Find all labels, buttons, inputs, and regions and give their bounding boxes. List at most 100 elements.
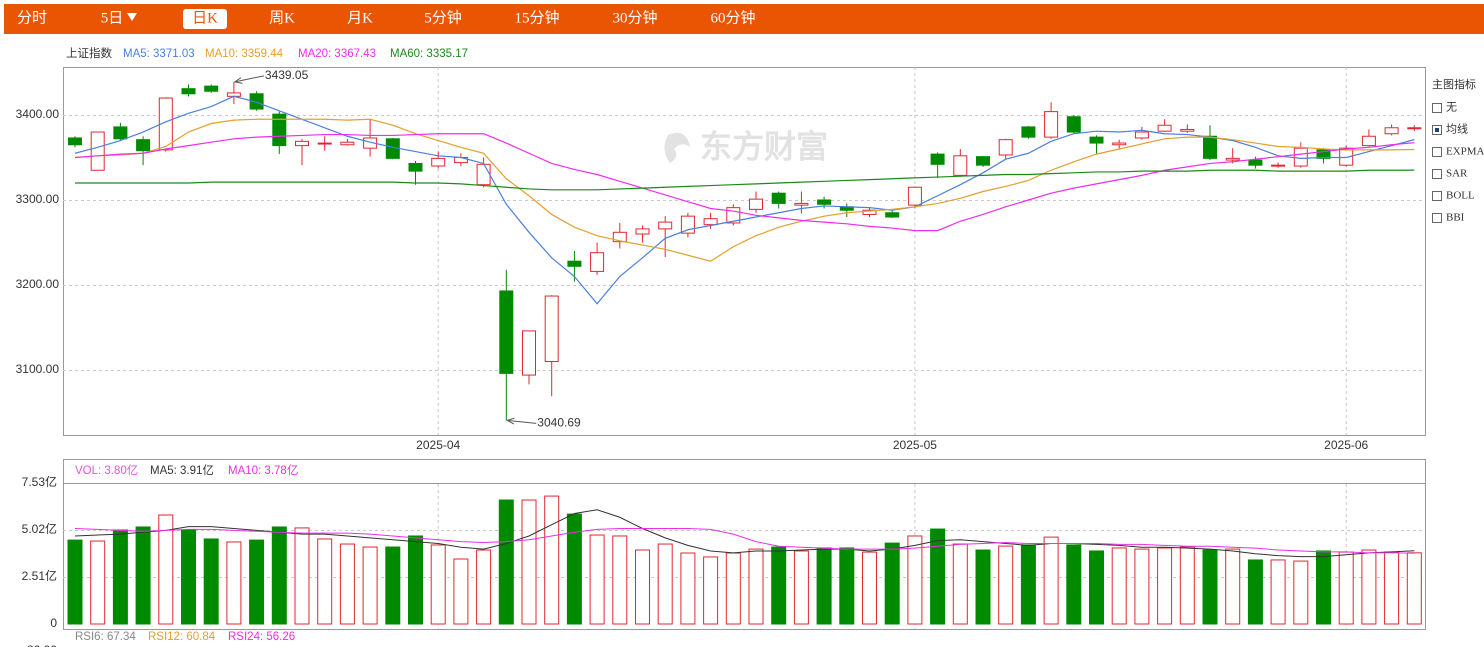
volume-bar <box>362 546 378 625</box>
candle-body <box>907 186 922 206</box>
checkbox[interactable] <box>1432 103 1442 113</box>
tab[interactable]: 30分钟 <box>612 9 657 26</box>
volume-bar <box>907 535 923 625</box>
annotation-arrow <box>507 420 537 423</box>
volume-bar <box>771 546 787 625</box>
ma-line <box>74 118 1415 262</box>
candle-body <box>1384 127 1399 135</box>
volume-bar <box>1157 547 1173 625</box>
legend-entry: RSI6: 67.34 <box>75 631 136 643</box>
annotation: 3040.69 <box>537 416 581 430</box>
candle-body <box>1293 147 1308 167</box>
active-tab-bg <box>183 9 227 29</box>
candle-body <box>272 113 287 147</box>
x-tick-label: 2025-04 <box>416 438 460 452</box>
volume-bar <box>1134 548 1150 625</box>
checkbox[interactable] <box>1432 169 1442 179</box>
option[interactable]: BBI <box>1446 212 1465 224</box>
y-tick-label: 3300.00 <box>16 192 60 206</box>
tab-bar <box>4 4 1484 34</box>
volume-bar <box>1338 551 1354 625</box>
volume-bar <box>1179 546 1195 625</box>
option[interactable]: 无 <box>1446 102 1457 114</box>
candle-body <box>499 290 514 374</box>
indicator-options: 无 均线 EXPMA SAR BOLL BBI <box>1432 102 1484 224</box>
legend-entry: RSI12: 60.84 <box>148 631 216 643</box>
checkbox[interactable] <box>1432 213 1442 223</box>
legend-entry: MA20: 3367.43 <box>298 48 376 60</box>
volume-bar <box>703 556 719 625</box>
checkbox[interactable] <box>1432 191 1442 201</box>
tab[interactable]: 5日 <box>101 10 124 26</box>
candle-body <box>976 156 990 166</box>
candle-body <box>1180 128 1195 132</box>
volume-bar <box>1384 551 1400 625</box>
candle-body <box>1225 157 1240 161</box>
volume-bar <box>1316 550 1331 625</box>
volume-bar <box>67 539 83 625</box>
candle-body <box>612 231 627 243</box>
x-tick-label: 2025-06 <box>1324 438 1368 452</box>
volume-bar <box>544 495 560 625</box>
candle-body <box>703 218 718 226</box>
candle-body <box>1407 127 1422 130</box>
candle-body <box>658 221 673 230</box>
annotation-arrow <box>235 75 265 82</box>
volume-bar <box>476 549 492 625</box>
candle-body <box>249 93 264 110</box>
volume-bar <box>793 550 809 625</box>
watermark: 东方财富 <box>664 128 828 164</box>
volume-bar <box>1020 544 1036 625</box>
option[interactable]: BOLL <box>1446 190 1475 202</box>
candle-body <box>953 155 968 176</box>
volume-bar <box>1270 559 1286 625</box>
y-tick-label: 0 <box>50 616 57 630</box>
option[interactable]: EXPMA <box>1446 146 1484 158</box>
candle-body <box>204 85 219 92</box>
candle-body <box>749 198 763 210</box>
candle-body <box>771 192 786 204</box>
candle-body <box>680 215 695 234</box>
tab[interactable]: 分时 <box>17 9 47 26</box>
volume-bar <box>430 544 446 625</box>
volume-bar <box>1225 548 1241 625</box>
volume-bar <box>975 549 991 625</box>
candle-body <box>930 153 945 165</box>
option[interactable]: 均线 <box>1446 122 1468 136</box>
volume-bar <box>271 526 287 625</box>
tab[interactable]: 周K <box>269 9 295 26</box>
tab[interactable]: 月K <box>347 10 373 26</box>
candle-body <box>431 157 446 167</box>
legend-entry: VOL: 3.80亿 <box>75 464 138 477</box>
volume-bar <box>657 543 673 625</box>
tab[interactable]: 60分钟 <box>710 9 755 26</box>
tab[interactable]: 5分钟 <box>424 9 462 26</box>
candle-body <box>1134 131 1149 139</box>
candle-body <box>317 142 332 145</box>
volume-bar <box>385 546 401 625</box>
candle-body <box>567 260 582 267</box>
candle-body <box>158 97 173 151</box>
checkbox[interactable] <box>1432 147 1442 157</box>
tab[interactable]: 15分钟 <box>514 9 559 26</box>
volume-bar <box>680 552 696 625</box>
legend-entry: 上证指数 <box>66 46 112 60</box>
candle-body <box>885 212 900 218</box>
volume-bar <box>839 547 855 625</box>
dropdown-icon[interactable] <box>127 13 137 21</box>
tab-active[interactable]: 日K <box>192 10 218 26</box>
volume-ma-line <box>74 509 1415 558</box>
volume-bar <box>294 527 310 625</box>
volume-bar <box>635 549 650 625</box>
volume-bar <box>453 558 469 625</box>
candle-body <box>476 163 491 186</box>
candle-body <box>1089 136 1104 144</box>
option[interactable]: SAR <box>1446 168 1468 180</box>
volume-bar <box>1089 550 1104 625</box>
candle-body <box>1112 142 1127 146</box>
candle-body <box>1066 116 1081 133</box>
candle-body <box>113 126 128 140</box>
volume-bar <box>884 542 900 625</box>
legend-entry: MA5: 3.91亿 <box>150 464 214 477</box>
volume-bar <box>589 534 605 625</box>
